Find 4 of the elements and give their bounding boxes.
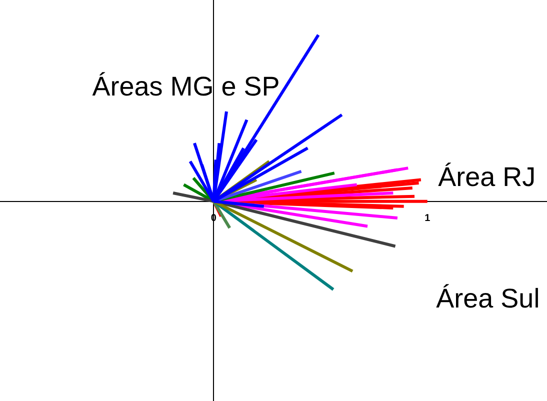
annotation: Área Sul (436, 283, 540, 314)
x-tick-label: 1 (424, 213, 431, 224)
annotation: Áreas MG e SP (92, 72, 280, 102)
annotation: Área RJ (438, 162, 536, 192)
